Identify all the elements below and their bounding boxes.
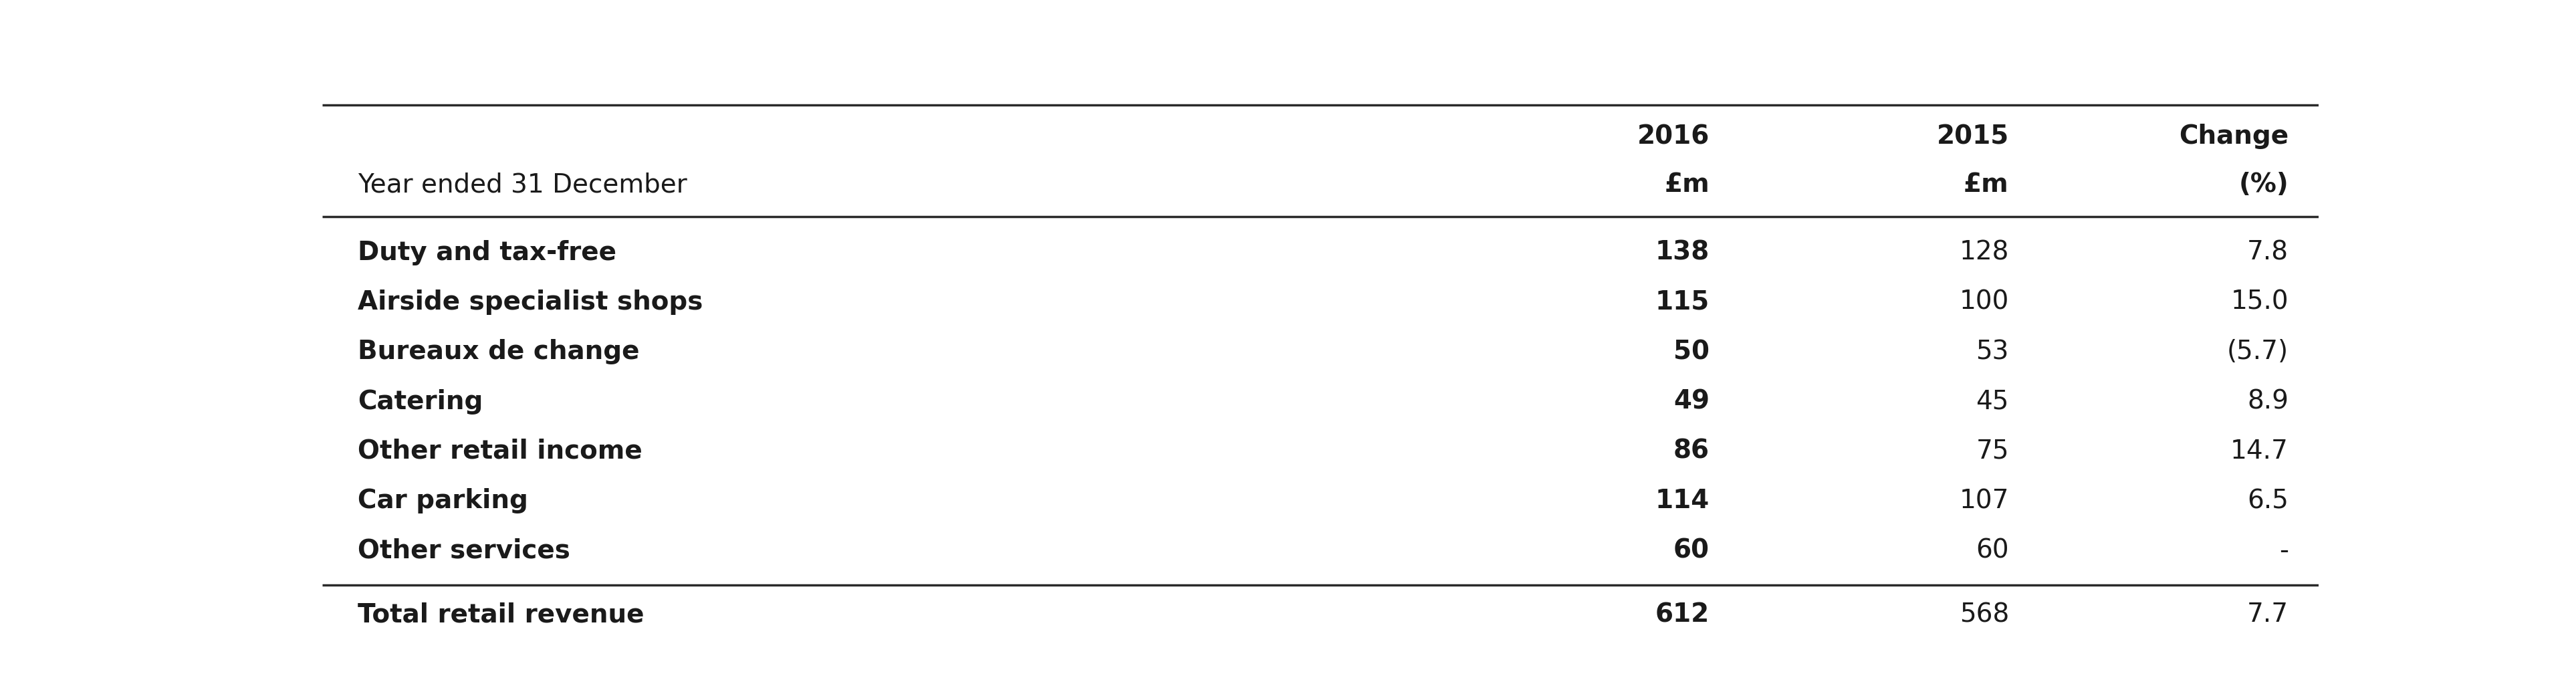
Text: Car parking: Car parking: [358, 488, 528, 514]
Text: 15.0: 15.0: [2231, 289, 2287, 315]
Text: 60: 60: [1674, 538, 1710, 564]
Text: Total retail revenue: Total retail revenue: [358, 602, 644, 627]
Text: 86: 86: [1674, 439, 1710, 464]
Text: 100: 100: [1960, 289, 2009, 315]
Text: (%): (%): [2239, 172, 2287, 198]
Text: Other services: Other services: [358, 538, 569, 564]
Text: 115: 115: [1656, 289, 1710, 315]
Text: 568: 568: [1960, 602, 2009, 627]
Text: 75: 75: [1976, 439, 2009, 464]
Text: 45: 45: [1976, 389, 2009, 414]
Text: 612: 612: [1656, 602, 1710, 627]
Text: Bureaux de change: Bureaux de change: [358, 339, 639, 364]
Text: 53: 53: [1976, 339, 2009, 364]
Text: 2015: 2015: [1937, 124, 2009, 149]
Text: 138: 138: [1656, 239, 1710, 265]
Text: 14.7: 14.7: [2231, 439, 2287, 464]
Text: -: -: [2280, 538, 2287, 564]
Text: 49: 49: [1674, 389, 1710, 414]
Text: Duty and tax-free: Duty and tax-free: [358, 239, 616, 265]
Text: 6.5: 6.5: [2246, 488, 2287, 514]
Text: £m: £m: [1664, 172, 1710, 198]
Text: (5.7): (5.7): [2226, 339, 2287, 364]
Text: 50: 50: [1674, 339, 1710, 364]
Text: Change: Change: [2179, 124, 2287, 149]
Text: 7.7: 7.7: [2246, 602, 2287, 627]
Text: 8.9: 8.9: [2246, 389, 2287, 414]
Text: Airside specialist shops: Airside specialist shops: [358, 289, 703, 315]
Text: 128: 128: [1960, 239, 2009, 265]
Text: Year ended 31 December: Year ended 31 December: [358, 172, 688, 198]
Text: 2016: 2016: [1638, 124, 1710, 149]
Text: 7.8: 7.8: [2246, 239, 2287, 265]
Text: 60: 60: [1976, 538, 2009, 564]
Text: 107: 107: [1960, 488, 2009, 514]
Text: Catering: Catering: [358, 389, 484, 414]
Text: 114: 114: [1656, 488, 1710, 514]
Text: Other retail income: Other retail income: [358, 439, 641, 464]
Text: £m: £m: [1963, 172, 2009, 198]
